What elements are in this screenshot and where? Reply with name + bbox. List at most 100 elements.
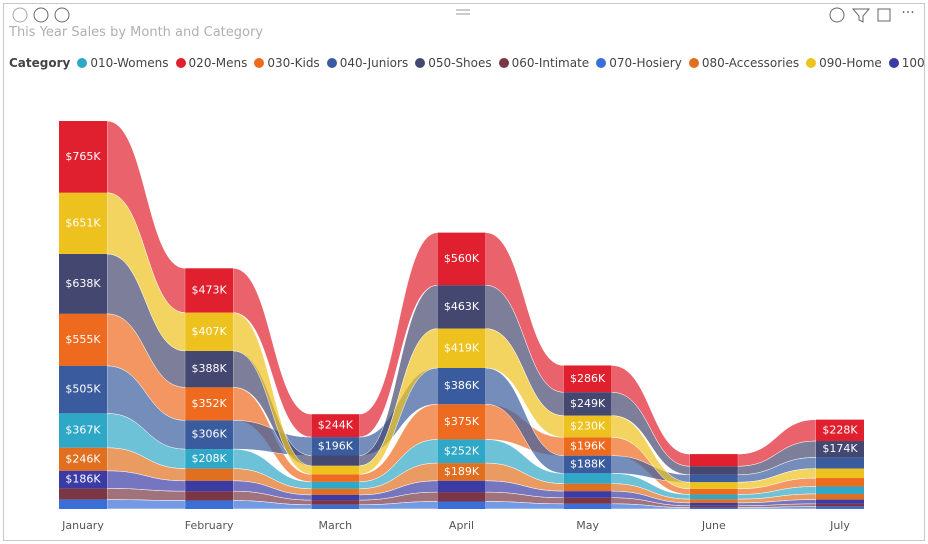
legend-swatch	[254, 58, 265, 68]
filter-icon[interactable]	[851, 8, 871, 23]
legend-item[interactable]: 010-Womens	[77, 56, 169, 70]
legend-swatch	[326, 58, 337, 68]
data-label: $246K	[65, 452, 101, 465]
data-label: $388K	[192, 362, 228, 375]
data-label: $208K	[192, 452, 228, 465]
legend-title: Category	[9, 56, 71, 70]
drill-up-icon[interactable]	[12, 7, 28, 23]
ribbon	[611, 503, 691, 510]
legend-swatch	[688, 58, 699, 68]
bar-segment	[816, 503, 864, 507]
legend-item[interactable]: 090-Home	[806, 56, 882, 70]
bar-segment	[816, 441, 864, 458]
data-label: $244K	[318, 419, 354, 432]
bar-segment	[816, 478, 864, 487]
bar-segment	[311, 488, 360, 495]
legend-item[interactable]: 030-Kids	[254, 56, 320, 70]
bar-segment	[437, 232, 486, 286]
data-label: $306K	[192, 428, 228, 441]
drill-down-icon[interactable]	[33, 7, 49, 23]
x-tick-label: June	[701, 519, 726, 532]
bar-segment	[311, 494, 360, 501]
legend-item[interactable]: 020-Mens	[175, 56, 247, 70]
data-label: $407K	[192, 325, 228, 338]
legend-label: 010-Womens	[90, 56, 169, 70]
data-label: $230K	[570, 419, 606, 432]
data-label: $651K	[65, 216, 101, 229]
bar-segment	[437, 439, 486, 464]
bar-segment	[59, 413, 107, 448]
bar-segment	[59, 313, 107, 366]
legend-item[interactable]: 080-Accessories	[688, 56, 799, 70]
bar-segment	[311, 504, 360, 509]
bar-segment	[689, 505, 738, 508]
legend-item[interactable]: 060-Intimate	[498, 56, 589, 70]
legend-label: 090-Home	[819, 56, 882, 70]
bar-segment	[816, 486, 864, 494]
drill-mode-icon[interactable]	[829, 7, 845, 23]
data-label: $386K	[444, 379, 480, 392]
bar-segment	[185, 420, 234, 450]
bar-segment	[311, 465, 360, 475]
bar-segment	[311, 481, 360, 489]
focus-icon[interactable]	[877, 8, 891, 22]
data-label: $463K	[444, 300, 480, 313]
ribbon	[611, 415, 691, 490]
ribbon	[106, 499, 186, 510]
bar-segment	[311, 500, 360, 505]
bar-segment	[437, 492, 486, 502]
legend-item[interactable]: 050-Shoes	[415, 56, 492, 70]
bar-segment	[185, 449, 234, 469]
chart: $367K $765K $555K $505K $638K $246K $651K $186K…	[59, 120, 864, 532]
bar-segment	[689, 474, 738, 483]
legend-swatch	[806, 58, 817, 68]
bar-segment	[563, 455, 612, 474]
bar-segment	[563, 497, 612, 504]
legend-item[interactable]: 040-Juniors	[326, 56, 409, 70]
x-tick-label: April	[449, 519, 474, 532]
data-label: $765K	[65, 150, 101, 163]
bar-segment	[816, 493, 864, 500]
bar-segment	[185, 491, 234, 501]
bar-segment	[59, 192, 107, 254]
expand-icon[interactable]	[54, 7, 70, 23]
data-label: $419K	[444, 341, 480, 354]
bar-segment	[59, 499, 107, 509]
bar-segment	[689, 494, 738, 500]
legend-label: 040-Juniors	[339, 56, 409, 70]
more-icon[interactable]: ···	[901, 5, 914, 21]
legend-label: 100-Groceries	[901, 56, 925, 70]
bar-segment	[563, 503, 612, 509]
bar-segment	[563, 415, 612, 438]
legend-label: 030-Kids	[267, 56, 320, 70]
bar-segment	[689, 454, 738, 467]
ribbon	[232, 480, 312, 501]
x-tick-label: May	[576, 519, 599, 532]
bar-segment	[437, 501, 486, 509]
legend-item[interactable]: 100-Groceries	[888, 56, 925, 70]
chart-title: This Year Sales by Month and Category	[9, 25, 264, 40]
bar-segment	[437, 404, 486, 440]
bar-segment	[185, 387, 234, 421]
bar-segment	[689, 466, 738, 475]
bar-segment	[563, 365, 612, 393]
legend-swatch	[498, 58, 509, 68]
legend-item[interactable]: 070-Hosiery	[596, 56, 682, 70]
bar-segment	[311, 474, 360, 482]
bar-segment	[311, 437, 360, 456]
bar-segment	[437, 328, 486, 368]
data-label: $560K	[444, 252, 480, 265]
bar-segment	[59, 253, 107, 314]
bar-segment	[563, 483, 612, 492]
data-label: $375K	[444, 415, 480, 428]
bar-segment	[689, 507, 738, 509]
bar-segment	[185, 268, 234, 313]
x-tick-label: February	[185, 519, 234, 532]
legend-swatch	[596, 58, 607, 68]
data-label: $252K	[444, 444, 480, 457]
legend-label: 070-Hosiery	[609, 56, 682, 70]
legend: Category 010-Womens 020-Mens 030-Kids 040-J…	[9, 56, 925, 70]
bar-segment	[437, 480, 486, 493]
bar-segment	[689, 488, 738, 495]
x-tick-label: January	[61, 519, 104, 532]
